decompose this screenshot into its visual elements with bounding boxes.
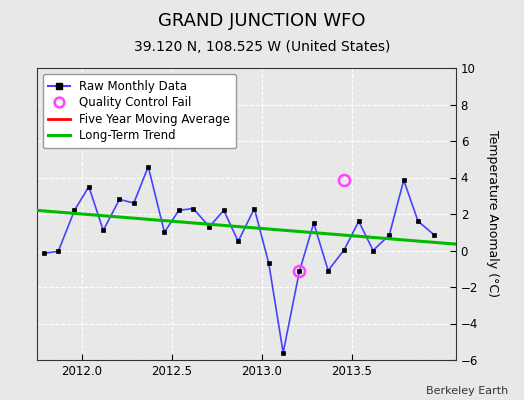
Text: GRAND JUNCTION WFO: GRAND JUNCTION WFO <box>158 12 366 30</box>
Text: Berkeley Earth: Berkeley Earth <box>426 386 508 396</box>
Y-axis label: Temperature Anomaly (°C): Temperature Anomaly (°C) <box>486 130 499 298</box>
Legend: Raw Monthly Data, Quality Control Fail, Five Year Moving Average, Long-Term Tren: Raw Monthly Data, Quality Control Fail, … <box>42 74 236 148</box>
Text: 39.120 N, 108.525 W (United States): 39.120 N, 108.525 W (United States) <box>134 40 390 54</box>
